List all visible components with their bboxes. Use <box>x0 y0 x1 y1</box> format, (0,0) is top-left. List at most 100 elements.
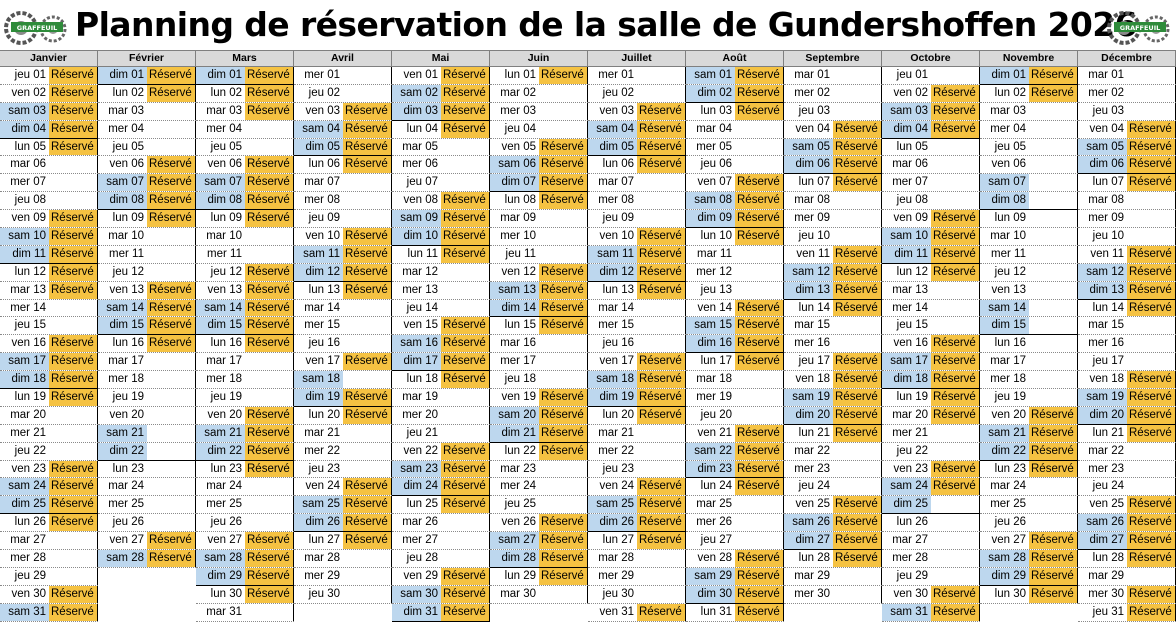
free-cell[interactable] <box>931 424 980 442</box>
free-cell[interactable] <box>147 514 196 532</box>
reserved-cell[interactable]: Réservé <box>441 460 490 478</box>
free-cell[interactable] <box>931 156 980 174</box>
free-cell[interactable] <box>441 299 490 317</box>
free-cell[interactable] <box>931 442 980 460</box>
reserved-cell[interactable]: Réservé <box>147 550 196 567</box>
free-cell[interactable] <box>343 67 392 84</box>
free-cell[interactable] <box>637 442 686 460</box>
free-cell[interactable] <box>1029 353 1078 371</box>
free-cell[interactable] <box>931 67 980 84</box>
reserved-cell[interactable]: Réservé <box>441 192 490 210</box>
reserved-cell[interactable]: Réservé <box>343 102 392 120</box>
free-cell[interactable] <box>637 317 686 335</box>
reserved-cell[interactable]: Réservé <box>539 263 588 281</box>
reserved-cell[interactable]: Réservé <box>147 210 196 228</box>
reserved-cell[interactable]: Réservé <box>931 245 980 263</box>
free-cell[interactable] <box>1029 389 1078 406</box>
reserved-cell[interactable]: Réservé <box>49 102 98 120</box>
free-cell[interactable] <box>245 603 294 621</box>
free-cell[interactable] <box>637 174 686 192</box>
free-cell[interactable] <box>147 371 196 389</box>
free-cell[interactable] <box>343 371 392 389</box>
reserved-cell[interactable]: Réservé <box>343 389 392 406</box>
reserved-cell[interactable]: Réservé <box>1127 156 1176 174</box>
reserved-cell[interactable]: Réservé <box>245 192 294 210</box>
reserved-cell[interactable]: Réservé <box>1127 585 1176 603</box>
free-cell[interactable] <box>539 210 588 228</box>
reserved-cell[interactable]: Réservé <box>441 496 490 514</box>
free-cell[interactable] <box>735 496 784 514</box>
reserved-cell[interactable]: Réservé <box>735 299 784 317</box>
reserved-cell[interactable]: Réservé <box>245 84 294 102</box>
free-cell[interactable] <box>735 389 784 406</box>
free-cell[interactable] <box>147 353 196 371</box>
free-cell[interactable] <box>1029 335 1078 353</box>
reserved-cell[interactable]: Réservé <box>1127 174 1176 192</box>
free-cell[interactable] <box>931 192 980 210</box>
free-cell[interactable] <box>931 138 980 156</box>
free-cell[interactable] <box>147 102 196 120</box>
free-cell[interactable] <box>147 263 196 281</box>
free-cell[interactable] <box>441 138 490 156</box>
free-cell[interactable] <box>49 567 98 585</box>
free-cell[interactable] <box>343 442 392 460</box>
reserved-cell[interactable]: Réservé <box>637 353 686 371</box>
reserved-cell[interactable]: Réservé <box>1127 299 1176 317</box>
free-cell[interactable] <box>147 478 196 496</box>
reserved-cell[interactable]: Réservé <box>931 120 980 138</box>
free-cell[interactable] <box>833 460 882 478</box>
reserved-cell[interactable]: Réservé <box>1029 460 1078 478</box>
free-cell[interactable] <box>245 371 294 389</box>
reserved-cell[interactable]: Réservé <box>1127 603 1176 621</box>
reserved-cell[interactable]: Réservé <box>343 281 392 299</box>
free-cell[interactable] <box>735 120 784 138</box>
free-cell[interactable] <box>441 281 490 299</box>
reserved-cell[interactable]: Réservé <box>539 514 588 532</box>
free-cell[interactable] <box>1029 478 1078 496</box>
reserved-cell[interactable]: Réservé <box>833 371 882 389</box>
reserved-cell[interactable]: Réservé <box>833 496 882 514</box>
free-cell[interactable] <box>1127 478 1176 496</box>
free-cell[interactable] <box>735 514 784 532</box>
reserved-cell[interactable]: Réservé <box>147 299 196 317</box>
reserved-cell[interactable]: Réservé <box>833 245 882 263</box>
reserved-cell[interactable]: Réservé <box>637 603 686 621</box>
reserved-cell[interactable]: Réservé <box>539 389 588 406</box>
reserved-cell[interactable]: Réservé <box>245 585 294 603</box>
free-cell[interactable] <box>539 460 588 478</box>
reserved-cell[interactable]: Réservé <box>735 603 784 621</box>
reserved-cell[interactable]: Réservé <box>539 567 588 585</box>
reserved-cell[interactable]: Réservé <box>245 460 294 478</box>
reserved-cell[interactable]: Réservé <box>735 228 784 245</box>
free-cell[interactable] <box>49 424 98 442</box>
reserved-cell[interactable]: Réservé <box>637 245 686 263</box>
reserved-cell[interactable]: Réservé <box>833 389 882 406</box>
reserved-cell[interactable]: Réservé <box>245 210 294 228</box>
free-cell[interactable] <box>1127 442 1176 460</box>
free-cell[interactable] <box>833 478 882 496</box>
reserved-cell[interactable]: Réservé <box>245 317 294 335</box>
reserved-cell[interactable]: Réservé <box>441 353 490 371</box>
free-cell[interactable] <box>441 532 490 550</box>
free-cell[interactable] <box>1029 496 1078 514</box>
reserved-cell[interactable]: Réservé <box>539 174 588 192</box>
free-cell[interactable] <box>1029 317 1078 335</box>
reserved-cell[interactable]: Réservé <box>735 550 784 567</box>
reserved-cell[interactable]: Réservé <box>1127 371 1176 389</box>
reserved-cell[interactable]: Réservé <box>539 532 588 550</box>
reserved-cell[interactable]: Réservé <box>539 192 588 210</box>
reserved-cell[interactable]: Réservé <box>147 67 196 84</box>
free-cell[interactable] <box>1029 281 1078 299</box>
reserved-cell[interactable]: Réservé <box>637 120 686 138</box>
free-cell[interactable] <box>245 353 294 371</box>
free-cell[interactable] <box>49 174 98 192</box>
free-cell[interactable] <box>1127 317 1176 335</box>
free-cell[interactable] <box>539 371 588 389</box>
free-cell[interactable] <box>343 299 392 317</box>
reserved-cell[interactable]: Réservé <box>637 478 686 496</box>
reserved-cell[interactable]: Réservé <box>441 478 490 496</box>
free-cell[interactable] <box>1127 353 1176 371</box>
reserved-cell[interactable]: Réservé <box>833 514 882 532</box>
reserved-cell[interactable]: Réservé <box>735 442 784 460</box>
reserved-cell[interactable]: Réservé <box>833 406 882 424</box>
